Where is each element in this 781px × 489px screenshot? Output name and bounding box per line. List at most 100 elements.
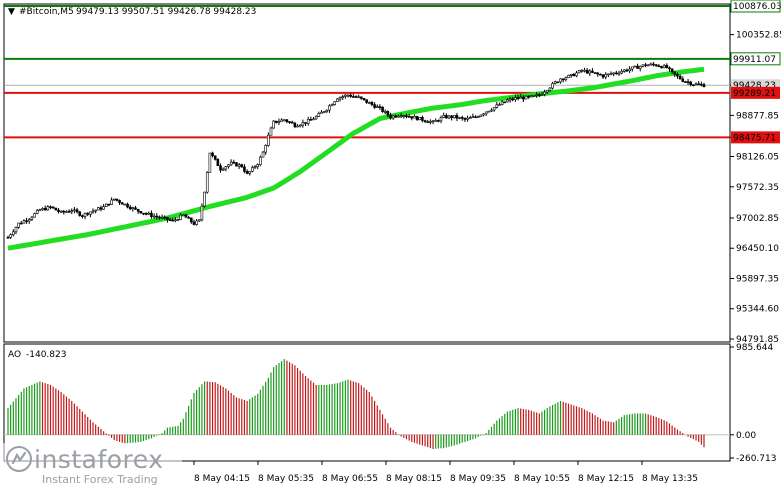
ao-tick-label-0: 985.644 [736, 343, 773, 353]
level-badge-0-bg [731, 0, 780, 12]
candle-body-228 [612, 72, 615, 75]
time-tick-label-0: 8 May 04:15 [194, 474, 250, 484]
candle-body-209 [561, 78, 565, 81]
candle-body-22 [65, 211, 68, 213]
price-axis: 100352.85 99911.07 99428.23 98877.85 98475.7… [730, 31, 781, 345]
candle-body-249 [668, 67, 671, 70]
candle-body-259 [694, 83, 698, 86]
candle-body-128 [346, 94, 350, 97]
candle-body-53 [147, 212, 151, 215]
candle-body-23 [67, 211, 71, 213]
candle-body-145 [391, 115, 395, 119]
candle-body-10 [33, 213, 36, 218]
candle-body-123 [333, 101, 337, 105]
candle-body-223 [599, 73, 602, 76]
candle-body-54 [150, 212, 153, 217]
candle-body-213 [572, 73, 576, 77]
candle-body-111 [301, 122, 305, 126]
candle-body-208 [559, 78, 562, 83]
candle-body-215 [577, 70, 581, 74]
candle-body-202 [543, 91, 546, 95]
candle-body-198 [532, 95, 536, 97]
candle-body-181 [487, 110, 491, 113]
candle-body-220 [591, 70, 594, 73]
candle-body-150 [405, 115, 408, 117]
candle-body-94 [256, 164, 260, 167]
candle-body-182 [490, 109, 493, 112]
candle-body-135 [365, 99, 368, 103]
candle-body-29 [83, 212, 87, 217]
candle-body-239 [641, 64, 645, 67]
candle-body-238 [638, 66, 642, 69]
candle-body-62 [171, 219, 175, 222]
candle-body-254 [681, 78, 685, 82]
candle-body-155 [418, 117, 422, 121]
candle-body-224 [601, 74, 605, 78]
candle-body-79 [216, 159, 220, 166]
candle-body-199 [535, 94, 538, 96]
candle-body-187 [503, 101, 507, 104]
price-tick-label-3: 98877.85 [736, 111, 779, 121]
candle-body-179 [482, 113, 485, 116]
candle-body-57 [158, 216, 161, 219]
candle-body-115 [312, 118, 315, 121]
chart-symbol: #Bitcoin,M5 [19, 7, 74, 17]
candle-body-76 [208, 152, 212, 173]
candle-body-19 [57, 209, 60, 212]
candle-body-158 [426, 121, 430, 123]
candle-body-189 [508, 98, 512, 101]
time-tick-label-4: 8 May 09:35 [450, 474, 506, 484]
candle-body-226 [607, 73, 610, 76]
candle-body-185 [498, 104, 501, 106]
candle-body-206 [553, 81, 557, 84]
candle-body-204 [548, 87, 552, 91]
candle-body-230 [617, 72, 621, 75]
candle-body-258 [692, 84, 695, 87]
level-badges: 99428.23 100876.03 99911.07 99289.21 98475.7… [730, 0, 781, 144]
candle-body-42 [118, 200, 121, 203]
candle-body-86 [235, 162, 238, 167]
candle-body-152 [410, 116, 414, 119]
level-badge-1: 99911.07 [733, 55, 776, 65]
candle-body-44 [123, 203, 127, 206]
candle-body-246 [660, 66, 663, 69]
candle-body-49 [136, 208, 140, 212]
candle-body-108 [293, 122, 297, 128]
candle-body-211 [567, 74, 570, 78]
candle-body-92 [251, 167, 254, 172]
candle-body-186 [500, 101, 504, 105]
candle-body-161 [434, 120, 437, 122]
price-panel-frame [3, 3, 731, 343]
candle-body-262 [702, 84, 706, 88]
candle-body-142 [383, 111, 387, 113]
candle-body-173 [466, 117, 469, 120]
candle-body-148 [399, 115, 403, 118]
candle-body-74 [203, 191, 206, 207]
candle-body-210 [564, 77, 568, 80]
candles [6, 61, 706, 239]
horizontal-levels [4, 5, 730, 139]
candle-body-149 [402, 115, 406, 117]
candle-body-106 [288, 121, 291, 123]
candle-body-97 [264, 145, 267, 153]
candle-body-13 [41, 208, 44, 211]
candle-body-27 [78, 211, 82, 216]
candle-body-236 [633, 65, 637, 68]
candle-body-245 [657, 65, 661, 68]
candle-body-255 [684, 81, 687, 83]
candle-body-107 [290, 121, 294, 124]
candle-body-132 [357, 96, 360, 99]
candle-body-233 [625, 69, 629, 72]
candle-body-69 [189, 217, 193, 223]
candle-body-178 [479, 114, 483, 117]
candle-body-232 [623, 69, 626, 72]
candle-body-58 [160, 216, 164, 219]
candle-body-195 [524, 95, 528, 100]
candle-body-241 [646, 64, 650, 67]
candle-body-119 [322, 111, 326, 113]
candle-body-139 [375, 106, 379, 108]
chart-collapse-triangle[interactable]: ▼ [8, 7, 15, 17]
candle-body-166 [447, 115, 451, 119]
candle-body-77 [211, 152, 214, 157]
candle-body-225 [604, 74, 608, 78]
